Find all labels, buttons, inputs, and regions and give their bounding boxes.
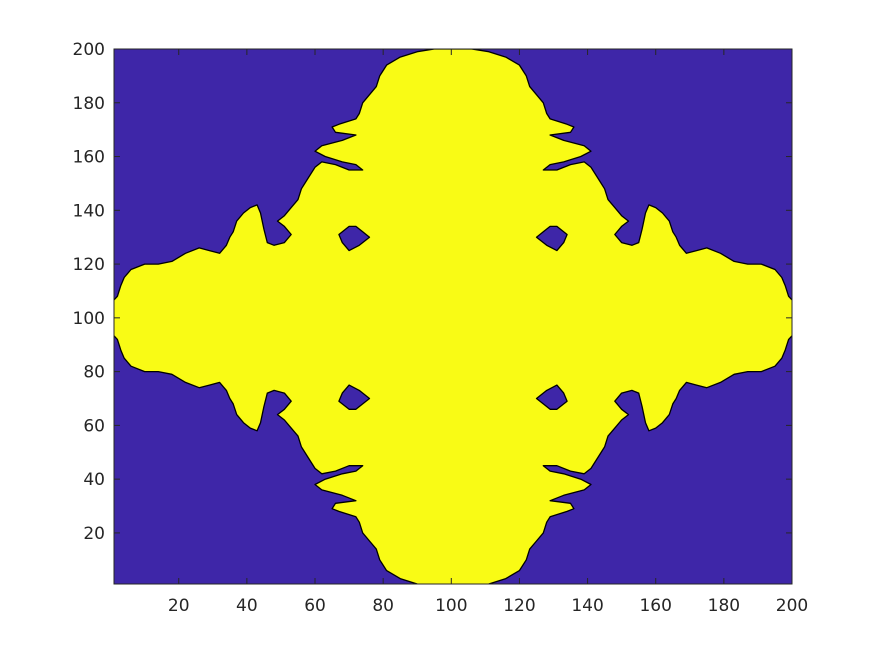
x-tick-label: 140 (571, 596, 603, 616)
y-tick-label: 20 (83, 524, 105, 544)
y-tick-label: 100 (73, 309, 105, 329)
y-tick-label: 60 (83, 416, 105, 436)
hole-left-2 (338, 384, 371, 410)
x-tick-label: 120 (503, 596, 535, 616)
hole-left-1 (338, 225, 371, 252)
y-tick-label: 180 (73, 94, 105, 114)
axes-box (113, 48, 793, 585)
x-tick-label: 180 (708, 596, 740, 616)
hole-right-1 (535, 225, 568, 252)
x-tick-label: 160 (639, 596, 671, 616)
x-tick-label: 80 (372, 596, 394, 616)
y-tick-label: 140 (73, 201, 105, 221)
y-tick-label: 200 (73, 40, 105, 60)
x-tick-label: 200 (776, 596, 808, 616)
hole-right-2 (535, 384, 568, 410)
y-tick-label: 120 (73, 255, 105, 275)
x-tick-label: 40 (236, 596, 258, 616)
x-tick-label: 100 (435, 596, 467, 616)
foreground-region (114, 49, 792, 584)
foreground-group (114, 49, 792, 584)
x-tick-label: 60 (304, 596, 326, 616)
x-tick-label: 20 (168, 596, 190, 616)
y-tick-label: 80 (83, 363, 105, 383)
y-tick-label: 40 (83, 470, 105, 490)
y-tick-label: 160 (73, 148, 105, 168)
